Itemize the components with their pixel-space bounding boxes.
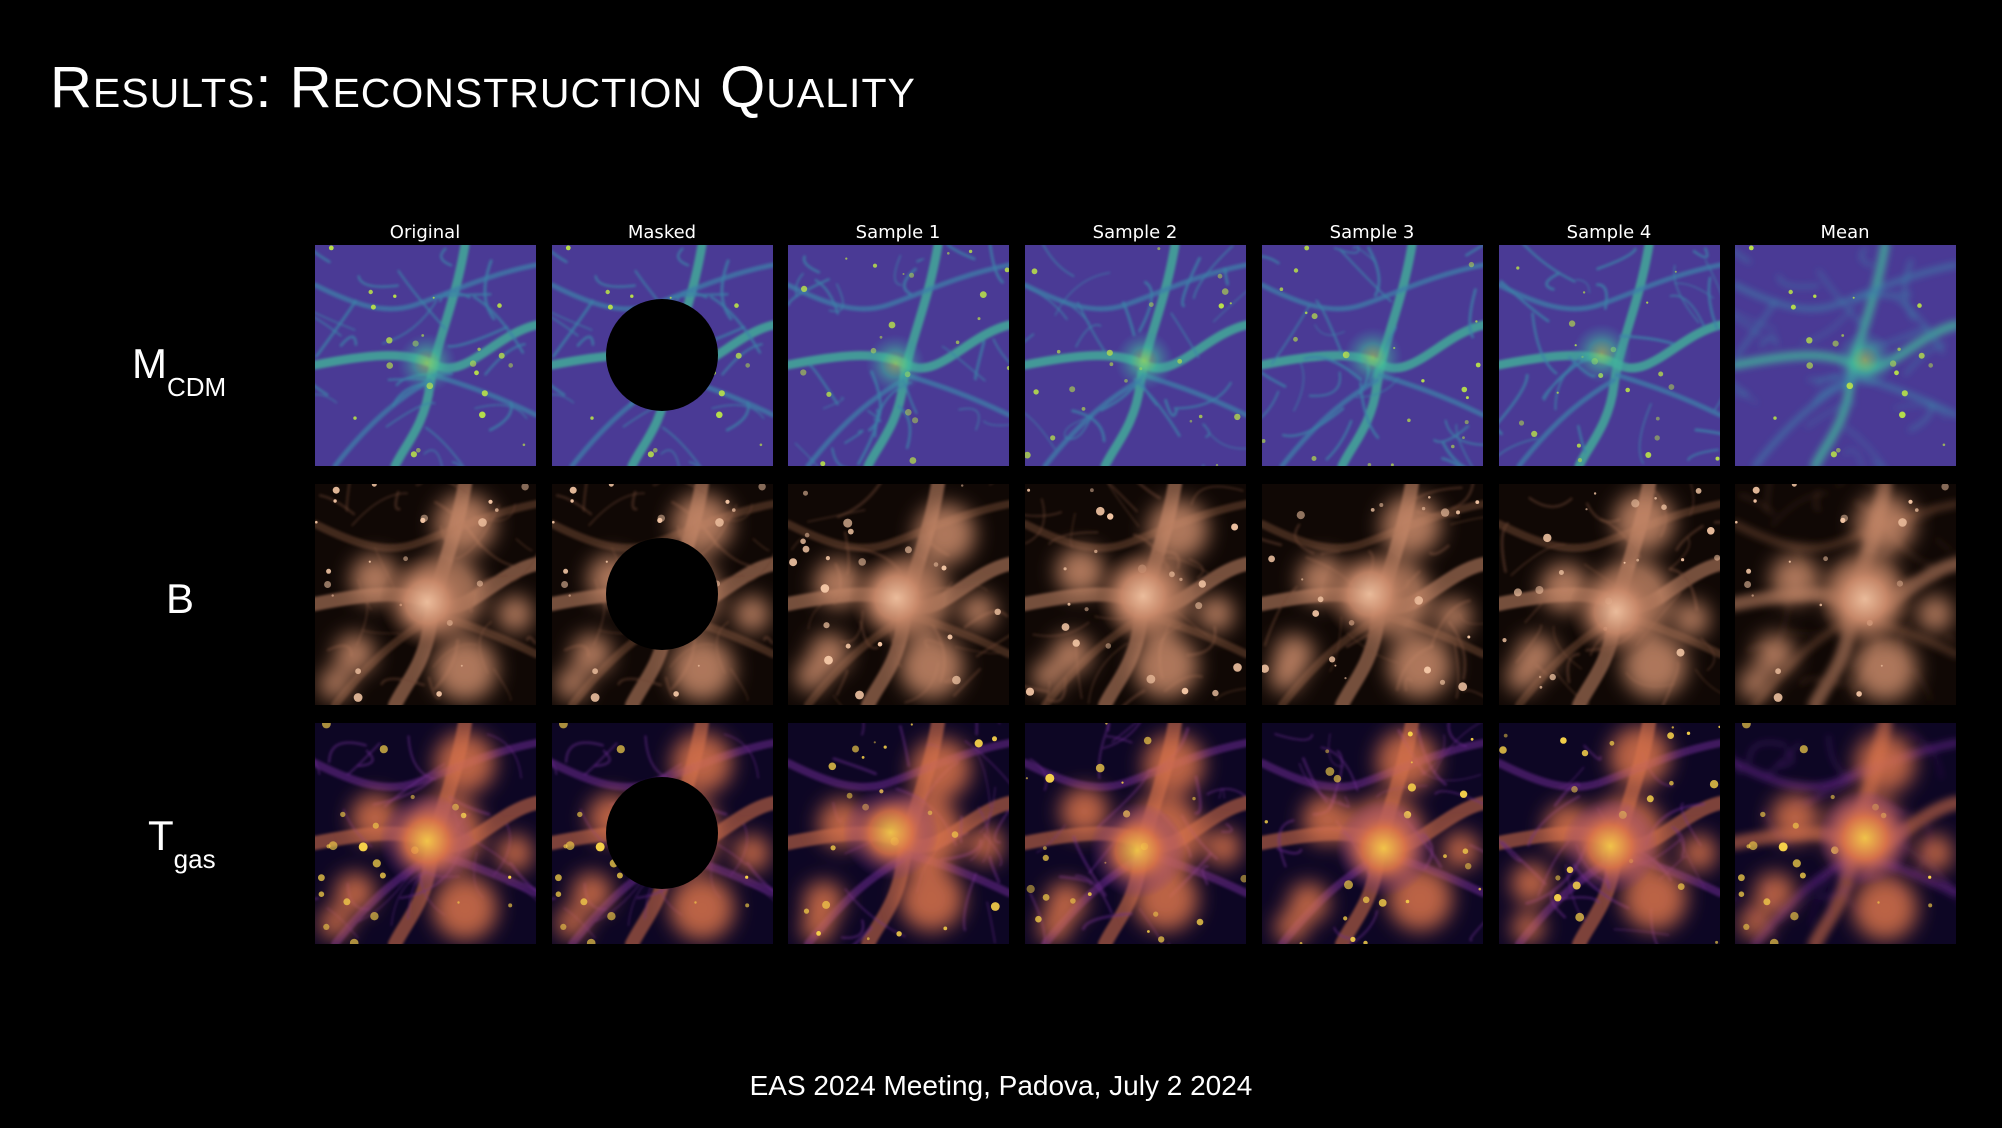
panel-b-sample-3 xyxy=(1262,484,1483,705)
panel-b-sample-2 xyxy=(1025,484,1246,705)
panel-mcdm-sample-4 xyxy=(1499,245,1720,466)
panel-tgas-original xyxy=(315,723,536,944)
panel-b-masked xyxy=(552,484,773,705)
column-header-original: Original xyxy=(389,222,461,243)
slide-footer: EAS 2024 Meeting, Padova, July 2 2024 xyxy=(749,1070,1253,1101)
row-label-tgas-main: T xyxy=(148,812,174,859)
row-label-mcdm: MCDM xyxy=(132,340,226,402)
panel-mcdm-masked xyxy=(552,245,773,466)
panel-tgas-sample-2 xyxy=(1025,723,1246,944)
panel-b-mean xyxy=(1735,484,1956,705)
row-label-mcdm-main: M xyxy=(132,340,167,387)
panel-b-sample-1 xyxy=(788,484,1009,705)
row-label-tgas-subscript: gas xyxy=(173,844,216,874)
column-header-sample-3: Sample 3 xyxy=(1329,222,1415,243)
panel-tgas-masked xyxy=(552,723,773,944)
column-header-sample-2: Sample 2 xyxy=(1092,222,1178,243)
slide-title: Results: Reconstruction Quality xyxy=(50,55,916,120)
row-label-tgas: Tgas xyxy=(148,812,216,874)
panel-mcdm-sample-1 xyxy=(788,245,1009,466)
panel-tgas-mean xyxy=(1735,723,1956,944)
column-header-sample-1: Sample 1 xyxy=(855,222,941,243)
panel-b-original xyxy=(315,484,536,705)
column-header-sample-4: Sample 4 xyxy=(1566,222,1652,243)
panel-mcdm-mean xyxy=(1735,245,1956,466)
panel-mcdm-sample-2 xyxy=(1025,245,1246,466)
panel-b-sample-4 xyxy=(1499,484,1720,705)
panel-mcdm-sample-3 xyxy=(1262,245,1483,466)
column-header-masked: Masked xyxy=(627,222,697,243)
panel-tgas-sample-4 xyxy=(1499,723,1720,944)
mask-circle xyxy=(606,538,718,650)
mask-circle xyxy=(606,777,718,889)
mask-circle xyxy=(606,299,718,411)
row-label-b: B xyxy=(166,575,194,623)
panel-tgas-sample-3 xyxy=(1262,723,1483,944)
row-label-mcdm-subscript: CDM xyxy=(167,372,227,402)
row-label-b-main: B xyxy=(166,575,195,622)
column-header-mean: Mean xyxy=(1820,222,1870,243)
panel-mcdm-original xyxy=(315,245,536,466)
panel-tgas-sample-1 xyxy=(788,723,1009,944)
